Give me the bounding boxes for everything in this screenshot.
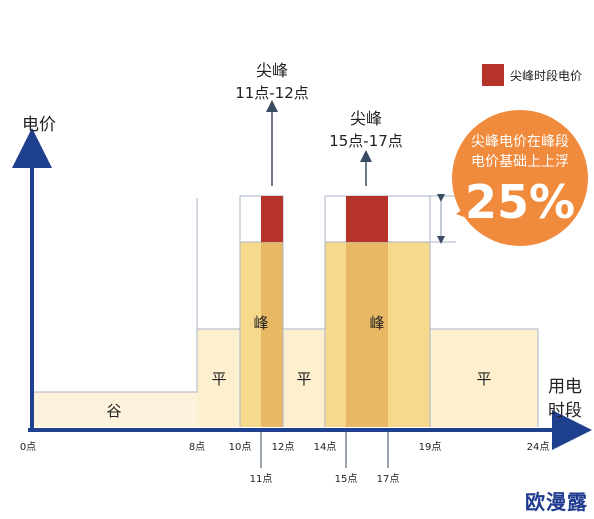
watermark-text: 欧漫露 <box>525 490 588 514</box>
badge-line1: 尖峰电价在峰段 <box>471 134 569 150</box>
segment-label-flat-2: 平 <box>296 370 311 388</box>
segment-label-peak-1: 峰 <box>253 314 268 332</box>
peak-label-1-line2: 11点-12点 <box>235 84 309 102</box>
tick-19: 19点 <box>419 441 442 453</box>
tick-0: 0点 <box>20 441 36 453</box>
tick-17: 17点 <box>377 473 400 485</box>
x-axis-label-line1: 用电 <box>548 377 582 397</box>
segment-label-flat-1: 平 <box>211 370 226 388</box>
sharp-peak-block-2 <box>346 196 388 242</box>
segment-flat-2 <box>283 329 325 427</box>
legend-swatch <box>482 64 504 86</box>
tick-10: 10点 <box>229 441 252 453</box>
tick-24: 24点 <box>527 441 550 453</box>
segment-label-peak-2: 峰 <box>369 314 384 332</box>
overlap-band-2 <box>346 242 388 427</box>
badge-value: 25% <box>465 175 575 229</box>
tick-15: 15点 <box>335 473 358 485</box>
y-axis-label: 电价 <box>22 115 56 135</box>
segment-flat-3 <box>430 329 538 427</box>
increase-badge: 尖峰电价在峰段 电价基础上上浮 25% <box>452 110 588 246</box>
segment-label-flat-3: 平 <box>476 370 491 388</box>
segment-valley <box>32 392 197 427</box>
x-axis-label-line2: 时段 <box>548 401 582 421</box>
badge-line2: 电价基础上上浮 <box>471 153 569 170</box>
peak-label-2-line2: 15点-17点 <box>329 132 403 150</box>
peak-label-2-line1: 尖峰 <box>350 109 382 128</box>
tick-8: 8点 <box>189 441 205 453</box>
tick-11: 11点 <box>250 473 273 485</box>
peak-label-1-line1: 尖峰 <box>256 61 288 80</box>
segment-flat-1 <box>197 329 240 427</box>
overlap-band-1 <box>261 242 283 427</box>
sharp-peak-block-1 <box>261 196 283 242</box>
tick-12: 12点 <box>272 441 295 453</box>
tick-14: 14点 <box>314 441 337 453</box>
segment-label-valley: 谷 <box>106 402 121 420</box>
legend-label: 尖峰时段电价 <box>510 68 582 83</box>
